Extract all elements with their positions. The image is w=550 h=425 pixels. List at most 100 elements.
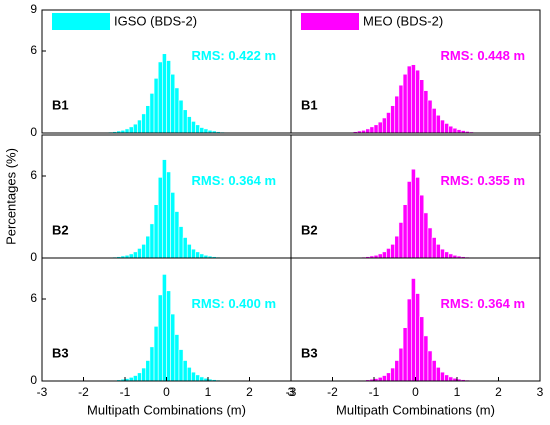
histogram-bar xyxy=(435,244,441,259)
histogram-bar xyxy=(415,69,420,134)
histogram-bar xyxy=(199,127,205,134)
legend-swatch xyxy=(301,13,359,30)
histogram-bar xyxy=(411,168,416,259)
histogram-bar xyxy=(427,99,433,134)
panel-label: B3 xyxy=(301,345,318,360)
x-tick-label: 3 xyxy=(288,385,295,399)
histogram-bar xyxy=(141,113,147,134)
histogram-bar xyxy=(402,73,408,134)
y-tick-label: 0 xyxy=(30,250,37,264)
histogram-bar xyxy=(448,376,454,382)
histogram-bar xyxy=(406,65,412,134)
panel-label: B2 xyxy=(52,222,69,237)
histogram-bar xyxy=(141,367,147,382)
histogram-bar xyxy=(419,79,425,134)
histogram-bar xyxy=(394,235,400,259)
histogram-bar xyxy=(145,105,151,134)
rms-annotation: RMS: 0.448 m xyxy=(441,48,526,63)
histogram-bar xyxy=(128,377,134,382)
x-tick-label: -1 xyxy=(120,385,131,399)
histogram-bar xyxy=(369,126,375,134)
histogram-bar xyxy=(406,298,412,382)
x-tick-label: 1 xyxy=(205,385,212,399)
histogram-bar xyxy=(435,367,441,382)
histogram-bar xyxy=(423,335,429,382)
histogram-bar xyxy=(182,360,188,382)
histogram-bar xyxy=(149,93,155,134)
histogram-bar xyxy=(199,376,205,382)
histogram-bar xyxy=(390,105,396,134)
histogram-bar xyxy=(386,248,391,259)
histogram-bar xyxy=(402,327,408,382)
rms-annotation: RMS: 0.400 m xyxy=(192,296,277,311)
histogram-bar xyxy=(182,237,188,259)
histogram-bar xyxy=(149,223,155,259)
histogram-bar xyxy=(157,61,163,134)
histogram-bar xyxy=(157,294,163,382)
rms-annotation: RMS: 0.364 m xyxy=(441,296,526,311)
histogram-bar xyxy=(456,129,462,134)
histogram-bar xyxy=(373,124,379,134)
histogram-bar xyxy=(191,371,196,382)
y-tick-label: 6 xyxy=(30,291,37,305)
axes-box xyxy=(290,9,541,134)
x-tick-label: -1 xyxy=(369,385,380,399)
histogram-bar xyxy=(153,78,159,134)
histogram-bar xyxy=(174,334,180,382)
histogram-bar xyxy=(411,278,416,382)
legend-label: MEO (BDS-2) xyxy=(363,13,443,28)
histogram-bar xyxy=(398,84,404,134)
histogram-bar xyxy=(394,95,400,134)
histogram-bar xyxy=(137,119,142,134)
histogram-bar xyxy=(174,211,180,259)
histogram-bar xyxy=(170,73,176,134)
x-tick-label: -3 xyxy=(37,385,48,399)
histogram-bar xyxy=(415,293,420,382)
histogram-bar xyxy=(431,360,437,382)
histogram-bar xyxy=(186,367,192,382)
histogram-bar xyxy=(377,121,383,134)
histogram-bar xyxy=(141,244,147,259)
histogram-bar xyxy=(440,119,445,134)
histogram-bar xyxy=(199,253,205,259)
histogram-bar xyxy=(431,108,437,134)
x-tick-label: 2 xyxy=(246,385,253,399)
histogram-bar xyxy=(394,360,400,382)
histogram-bar xyxy=(435,114,441,134)
histogram-bar xyxy=(448,125,454,134)
y-tick-label: 6 xyxy=(30,43,37,57)
histogram-bar xyxy=(440,371,445,382)
y-tick-label: 6 xyxy=(30,168,37,182)
histogram-bar xyxy=(423,90,429,134)
histogram-bar xyxy=(365,128,371,134)
histogram-bar xyxy=(186,244,192,259)
histogram-bar xyxy=(423,212,429,259)
histogram-bar xyxy=(398,222,404,259)
panel-label: B1 xyxy=(301,97,318,112)
histogram-bar xyxy=(137,248,142,259)
histogram-bar xyxy=(166,60,171,134)
legend-label: IGSO (BDS-2) xyxy=(114,13,197,28)
histogram-bar xyxy=(381,251,387,259)
histogram-bar xyxy=(133,123,138,134)
rms-annotation: RMS: 0.364 m xyxy=(192,173,277,188)
histogram-bar xyxy=(145,360,151,382)
histogram-bar xyxy=(390,244,396,259)
histogram-bar xyxy=(398,347,404,382)
histogram-bar xyxy=(390,367,396,382)
histogram-bar xyxy=(415,177,420,259)
x-tick-label: 2 xyxy=(495,385,502,399)
panel-label: B2 xyxy=(301,222,318,237)
y-axis-label: Percentages (%) xyxy=(3,148,18,245)
histogram-bar xyxy=(153,204,159,259)
histogram-bar xyxy=(440,248,445,259)
x-axis-label: Multipath Combinations (m) xyxy=(336,402,495,417)
y-tick-label: 0 xyxy=(30,125,37,139)
histogram-bar xyxy=(137,372,142,382)
x-axis-label: Multipath Combinations (m) xyxy=(87,402,246,417)
histogram-bar xyxy=(381,375,387,382)
histogram-bar xyxy=(186,116,192,134)
panel-label: B1 xyxy=(52,97,69,112)
histogram-bar xyxy=(124,128,130,134)
histogram-bar xyxy=(195,374,201,382)
